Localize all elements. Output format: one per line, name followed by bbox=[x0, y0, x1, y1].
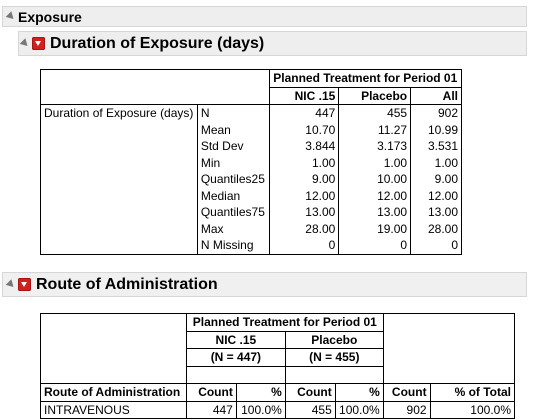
disclosure-triangle-icon[interactable] bbox=[5, 11, 17, 22]
column-header: Count bbox=[185, 383, 237, 402]
duration-table: Planned Treatment for Period 01 NIC .15 … bbox=[40, 69, 463, 255]
stat-label: Median bbox=[196, 187, 270, 204]
duration-group-header: Planned Treatment for Period 01 bbox=[268, 69, 463, 88]
table-row: INTRAVENOUS 447 100.0% 455 100.0% 902 10… bbox=[40, 401, 516, 419]
duration-outline-header[interactable]: Duration of Exposure (days) bbox=[18, 31, 527, 56]
route-row-header: Route of Administration bbox=[40, 383, 187, 402]
stat-label: N Missing bbox=[196, 237, 270, 255]
exposure-outline-title: Exposure bbox=[18, 8, 82, 25]
group-n: (N = 447) bbox=[185, 348, 286, 366]
column-header: Placebo bbox=[338, 86, 412, 105]
table-row: Quantiles75 13.00 13.00 13.00 bbox=[40, 204, 462, 221]
stat-label: N bbox=[196, 104, 270, 122]
group-name: Placebo bbox=[284, 330, 384, 349]
table-row: Mean 10.70 11.27 10.99 bbox=[40, 121, 462, 138]
red-triangle-menu-icon[interactable] bbox=[18, 278, 31, 291]
duration-outline-title: Duration of Exposure (days) bbox=[50, 34, 265, 52]
stat-label: Mean bbox=[196, 121, 270, 138]
route-table: Planned Treatment for Period 01 NIC .15 … bbox=[40, 313, 516, 419]
table-row: Median 12.00 12.00 12.00 bbox=[40, 187, 462, 204]
exposure-outline-header[interactable]: Exposure bbox=[2, 6, 527, 27]
column-header: % of Total bbox=[429, 383, 516, 402]
table-row: Max 28.00 19.00 28.00 bbox=[40, 220, 462, 237]
stat-label: Min bbox=[196, 154, 270, 171]
row-group-label: Duration of Exposure (days) bbox=[40, 104, 198, 122]
disclosure-triangle-icon[interactable] bbox=[19, 38, 31, 49]
stat-label: Quantiles25 bbox=[196, 171, 270, 188]
column-header: NIC .15 bbox=[268, 86, 340, 105]
red-triangle-menu-icon[interactable] bbox=[32, 37, 45, 50]
route-outline-title: Route of Administration bbox=[36, 275, 218, 293]
route-group-header: Planned Treatment for Period 01 bbox=[185, 313, 384, 331]
stat-label: Quantiles75 bbox=[196, 204, 270, 221]
disclosure-triangle-icon[interactable] bbox=[5, 279, 17, 290]
stat-label: Max bbox=[196, 220, 270, 237]
route-label: INTRAVENOUS bbox=[40, 401, 187, 419]
route-outline-header[interactable]: Route of Administration bbox=[2, 272, 527, 297]
group-name: NIC .15 bbox=[185, 330, 286, 349]
column-header: Count bbox=[382, 383, 431, 402]
column-header: % bbox=[334, 383, 384, 402]
column-header: Count bbox=[284, 383, 336, 402]
stat-label: Std Dev bbox=[196, 138, 270, 155]
table-row: N Missing 0 0 0 bbox=[40, 237, 462, 255]
column-header: All bbox=[410, 86, 462, 105]
table-row: Min 1.00 1.00 1.00 bbox=[40, 154, 462, 171]
table-row: Quantiles25 9.00 10.00 9.00 bbox=[40, 171, 462, 188]
table-row: Duration of Exposure (days) N 447 455 90… bbox=[40, 104, 462, 122]
table-row: Std Dev 3.844 3.173 3.531 bbox=[40, 138, 462, 155]
group-n: (N = 455) bbox=[284, 348, 384, 366]
column-header: % bbox=[235, 383, 286, 402]
